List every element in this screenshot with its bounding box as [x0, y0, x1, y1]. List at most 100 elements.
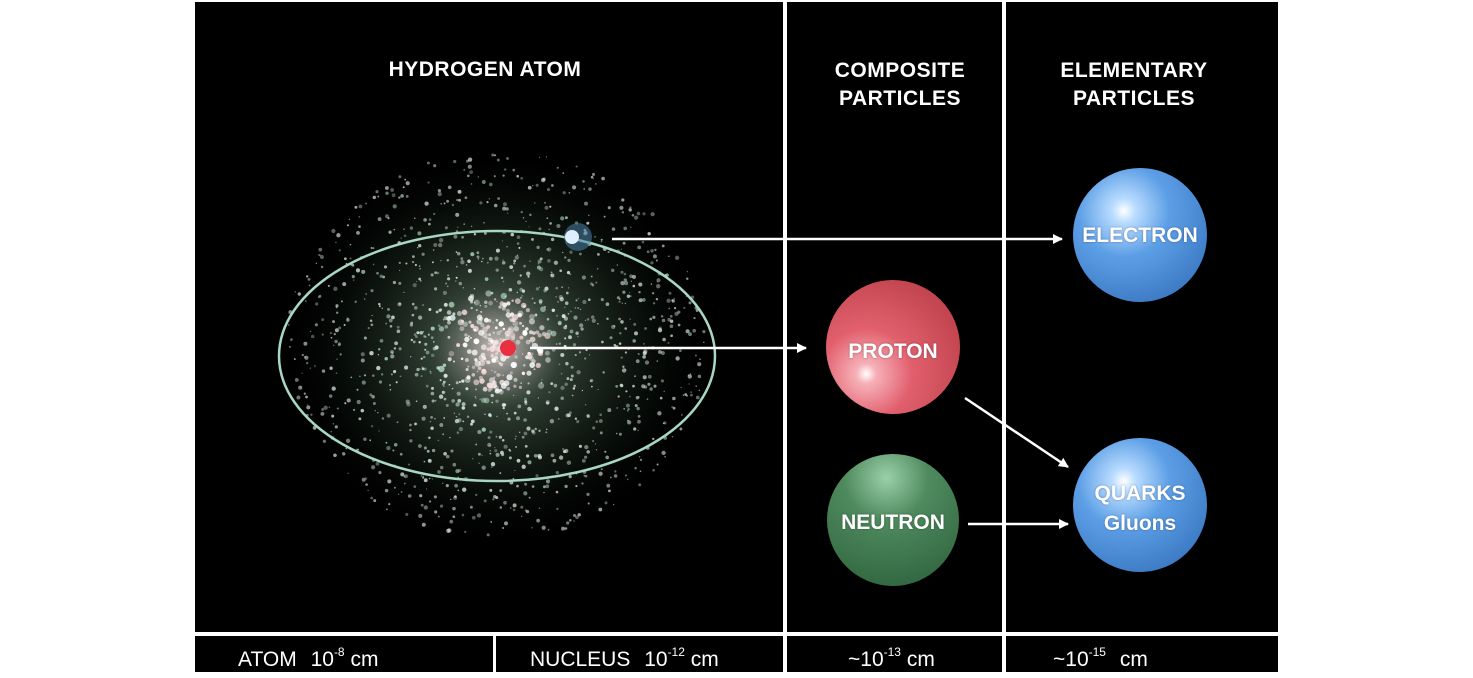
- cloud-speck: [416, 367, 420, 372]
- cloud-speck: [647, 382, 651, 386]
- cloud-speck: [482, 386, 488, 392]
- cloud-speck: [618, 300, 621, 303]
- cloud-speck: [635, 359, 640, 364]
- cloud-speck: [499, 472, 502, 475]
- cloud-speck: [569, 250, 573, 254]
- cloud-speck: [491, 153, 495, 157]
- cloud-speck: [473, 403, 477, 407]
- scale-elementary-prefix: ~10: [1053, 648, 1089, 671]
- cloud-speck: [515, 339, 521, 345]
- cloud-speck: [288, 345, 291, 348]
- cloud-speck: [433, 242, 438, 248]
- cloud-speck: [423, 446, 427, 450]
- cloud-speck: [513, 259, 517, 263]
- cloud-speck: [513, 262, 516, 265]
- cloud-speck: [506, 245, 508, 248]
- cloud-speck: [331, 414, 335, 418]
- cloud-speck: [411, 313, 415, 317]
- cloud-speck: [391, 351, 393, 354]
- cloud-speck: [560, 216, 565, 221]
- cloud-speck: [590, 275, 593, 278]
- cloud-speck: [597, 253, 600, 256]
- cloud-speck: [354, 300, 357, 303]
- cloud-speck: [553, 383, 558, 388]
- cloud-speck: [466, 375, 471, 380]
- cloud-speck: [502, 374, 505, 377]
- cloud-speck: [419, 267, 421, 270]
- cloud-speck: [506, 157, 509, 160]
- cloud-speck: [538, 299, 543, 304]
- arrow-proton-quarks: [964, 396, 1069, 469]
- cloud-speck: [546, 248, 550, 251]
- cloud-speck: [476, 314, 483, 320]
- cloud-speck: [549, 205, 552, 208]
- cloud-speck: [540, 306, 546, 313]
- cloud-speck: [622, 365, 625, 368]
- cloud-speck: [430, 426, 434, 430]
- scale-composite-exponent: -13: [883, 645, 901, 659]
- cloud-speck: [460, 319, 464, 323]
- cloud-speck: [499, 354, 504, 358]
- cloud-speck: [417, 231, 422, 236]
- cloud-speck: [481, 368, 487, 374]
- cloud-speck: [404, 178, 407, 181]
- cloud-speck: [482, 370, 485, 372]
- cloud-speck: [570, 374, 574, 378]
- cloud-speck: [584, 201, 588, 206]
- cloud-speck: [523, 431, 528, 436]
- cloud-speck: [536, 518, 540, 523]
- cloud-speck: [426, 161, 430, 165]
- cloud-speck: [651, 292, 655, 295]
- cloud-speck: [624, 302, 627, 305]
- cloud-speck: [480, 323, 485, 328]
- cloud-speck: [434, 287, 438, 291]
- cloud-speck: [624, 327, 627, 330]
- cloud-speck: [320, 265, 324, 269]
- cloud-speck: [600, 468, 603, 471]
- cloud-speck: [560, 352, 565, 358]
- cloud-speck: [535, 362, 541, 369]
- cloud-speck: [449, 436, 451, 439]
- cloud-speck: [455, 381, 459, 385]
- cloud-speck: [522, 330, 528, 336]
- cloud-speck: [512, 477, 515, 480]
- cloud-speck: [441, 390, 445, 394]
- cloud-speck: [474, 395, 477, 398]
- cloud-speck: [423, 218, 427, 222]
- cloud-speck: [457, 418, 462, 423]
- cloud-speck: [514, 298, 521, 305]
- cloud-speck: [346, 317, 349, 320]
- cloud-speck: [510, 361, 517, 369]
- cloud-speck: [398, 196, 401, 199]
- footer-elementary-bg: [1006, 636, 1278, 672]
- cloud-speck: [461, 235, 464, 239]
- cloud-speck: [572, 343, 577, 347]
- cloud-speck: [550, 330, 557, 337]
- cloud-speck: [296, 395, 301, 400]
- cloud-speck: [442, 482, 444, 484]
- cloud-speck: [591, 283, 595, 287]
- cloud-speck: [491, 357, 497, 363]
- cloud-speck: [496, 373, 501, 377]
- cloud-speck: [396, 421, 399, 424]
- cloud-speck: [487, 337, 490, 340]
- cloud-speck: [427, 333, 430, 336]
- cloud-speck: [546, 317, 550, 321]
- cloud-speck: [669, 314, 673, 318]
- cloud-speck: [473, 379, 480, 386]
- cloud-speck: [529, 330, 533, 335]
- cloud-speck: [581, 459, 586, 463]
- cloud-speck: [607, 206, 611, 210]
- cloud-speck: [450, 449, 454, 453]
- cloud-speck: [583, 474, 586, 477]
- neutron-sphere: [827, 454, 959, 586]
- cloud-speck: [545, 156, 548, 158]
- cloud-speck: [698, 389, 701, 392]
- cloud-speck: [656, 278, 661, 283]
- cloud-speck: [448, 383, 451, 386]
- cloud-speck: [583, 188, 586, 190]
- cloud-speck: [531, 429, 535, 433]
- cloud-speck: [513, 326, 519, 332]
- cloud-speck: [463, 223, 466, 226]
- cloud-speck: [492, 331, 495, 334]
